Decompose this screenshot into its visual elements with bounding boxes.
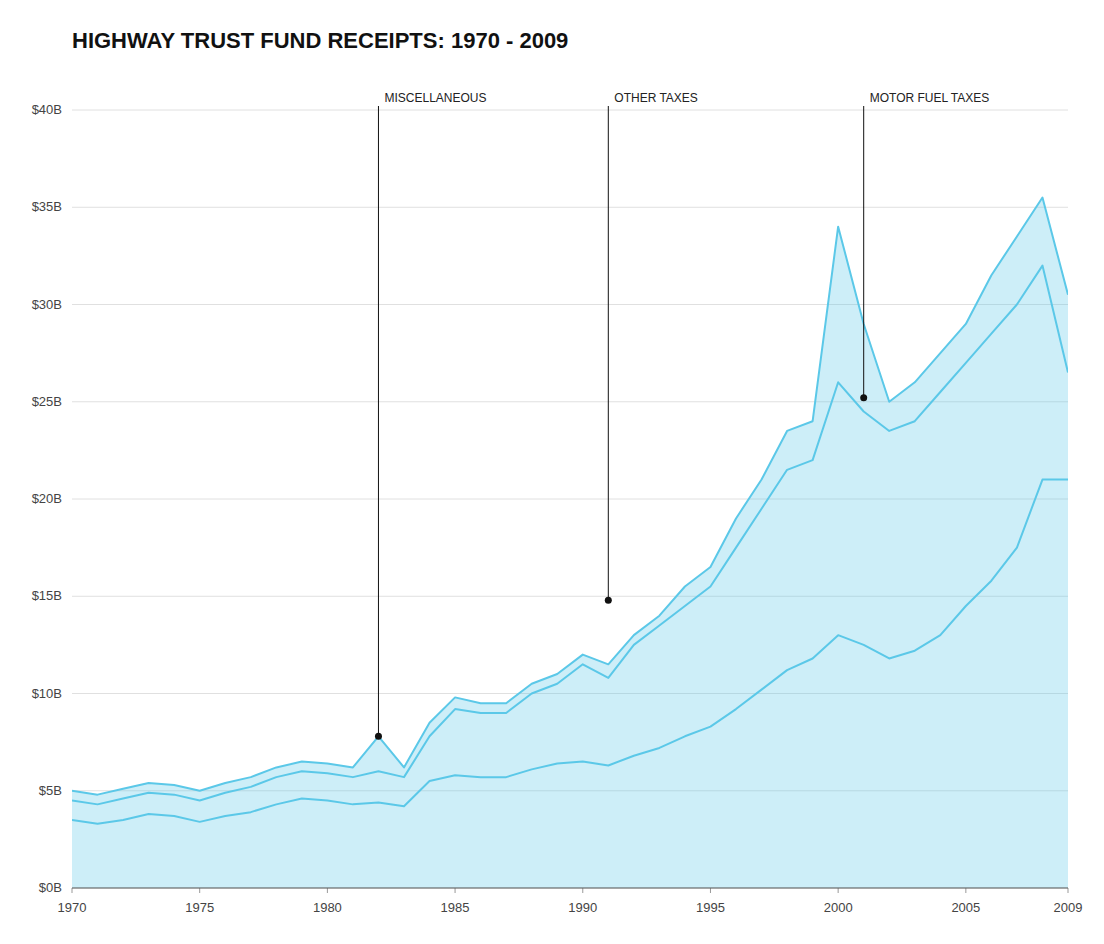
grid-line bbox=[72, 110, 1068, 111]
y-tick-label: $10B bbox=[32, 686, 62, 701]
y-tick-label: $30B bbox=[32, 297, 62, 312]
annotation-leader bbox=[378, 106, 379, 736]
y-tick-label: $0B bbox=[39, 880, 62, 895]
plot-area bbox=[72, 198, 1068, 888]
x-tick-label: 1970 bbox=[58, 900, 87, 915]
x-tick bbox=[582, 888, 583, 893]
annotation-label: OTHER TAXES bbox=[614, 91, 698, 105]
area bbox=[72, 198, 1068, 888]
y-grid bbox=[72, 110, 1068, 888]
x-tick-label: 2000 bbox=[824, 900, 853, 915]
annotations: MISCELLANEOUS OTHER TAXES MOTOR FUEL TAXES bbox=[375, 91, 989, 740]
annotation-label: MOTOR FUEL TAXES bbox=[870, 91, 990, 105]
x-tick bbox=[327, 888, 328, 893]
x-tick bbox=[455, 888, 456, 893]
line bbox=[72, 266, 1068, 805]
x-tick-label: 1990 bbox=[568, 900, 597, 915]
line bbox=[72, 480, 1068, 824]
x-tick bbox=[1068, 888, 1069, 893]
x-tick bbox=[838, 888, 839, 893]
annotation-dot bbox=[860, 394, 867, 401]
annotation-dot bbox=[605, 597, 612, 604]
annotation-dot bbox=[375, 733, 382, 740]
annotation-leader bbox=[863, 106, 864, 398]
chart: HIGHWAY TRUST FUND RECEIPTS: 1970 - 2009… bbox=[0, 0, 1104, 944]
x-tick-label: 2009 bbox=[1054, 900, 1083, 915]
x-tick bbox=[710, 888, 711, 893]
grid-line bbox=[72, 888, 1068, 889]
x-tick-label: 1980 bbox=[313, 900, 342, 915]
y-tick-label: $5B bbox=[39, 783, 62, 798]
background bbox=[0, 0, 1104, 944]
annotation-leader bbox=[608, 106, 609, 600]
x-tick-label: 1985 bbox=[441, 900, 470, 915]
y-tick-label: $25B bbox=[32, 394, 62, 409]
x-tick-label: 1995 bbox=[696, 900, 725, 915]
x-tick-label: 2005 bbox=[951, 900, 980, 915]
y-tick-label: $15B bbox=[32, 588, 62, 603]
line bbox=[72, 198, 1068, 795]
title: HIGHWAY TRUST FUND RECEIPTS: 1970 - 2009 bbox=[72, 28, 568, 53]
annotation-label: MISCELLANEOUS bbox=[384, 91, 486, 105]
x-tick bbox=[72, 888, 73, 893]
baseline bbox=[72, 887, 1068, 888]
x-tick-label: 1975 bbox=[185, 900, 214, 915]
y-tick-label: $35B bbox=[32, 199, 62, 214]
y-tick-label: $40B bbox=[32, 102, 62, 117]
grid-line bbox=[72, 207, 1068, 208]
y-tick-label: $20B bbox=[32, 491, 62, 506]
x-tick bbox=[965, 888, 966, 893]
x-tick bbox=[199, 888, 200, 893]
grid-line bbox=[72, 304, 1068, 305]
